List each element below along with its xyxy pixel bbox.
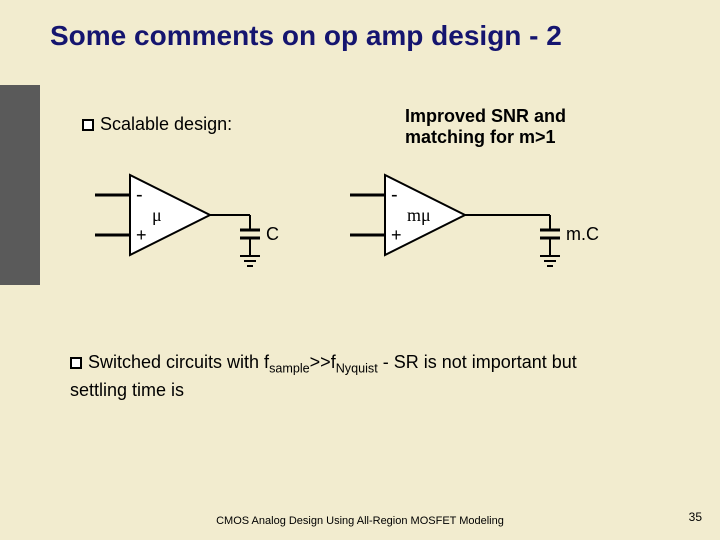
svg-text:C: C xyxy=(266,224,279,244)
bullet-text: Scalable design: xyxy=(100,114,232,134)
bullet-scalable-design: Scalable design: xyxy=(82,114,232,135)
svg-text:m.C: m.C xyxy=(566,224,599,244)
svg-text:-: - xyxy=(136,184,143,206)
bullet-switched-circuits: Switched circuits with fsample>>fNyquist… xyxy=(70,350,630,402)
note-improved-snr: Improved SNR and matching for m>1 xyxy=(405,106,566,148)
footer-text: CMOS Analog Design Using All-Region MOSF… xyxy=(0,515,720,528)
svg-text:μ: μ xyxy=(152,205,162,225)
bullet-text: Switched circuits with fsample>>fNyquist… xyxy=(70,352,577,400)
note-line1: Improved SNR and xyxy=(405,106,566,126)
svg-text:-: - xyxy=(391,184,398,206)
opamp-diagram-1: - +μ C xyxy=(95,160,295,300)
opamp-diagram-2: - +mμ m.C xyxy=(350,160,610,300)
note-line2: matching for m>1 xyxy=(405,127,556,147)
page-number: 35 xyxy=(689,510,702,524)
accent-bar xyxy=(0,85,40,285)
svg-text:+: + xyxy=(391,225,402,245)
bullet-marker-icon xyxy=(82,119,94,131)
svg-text:mμ: mμ xyxy=(407,205,431,225)
bullet-marker-icon xyxy=(70,357,82,369)
svg-text:+: + xyxy=(136,225,147,245)
slide-title: Some comments on op amp design - 2 xyxy=(50,20,562,52)
